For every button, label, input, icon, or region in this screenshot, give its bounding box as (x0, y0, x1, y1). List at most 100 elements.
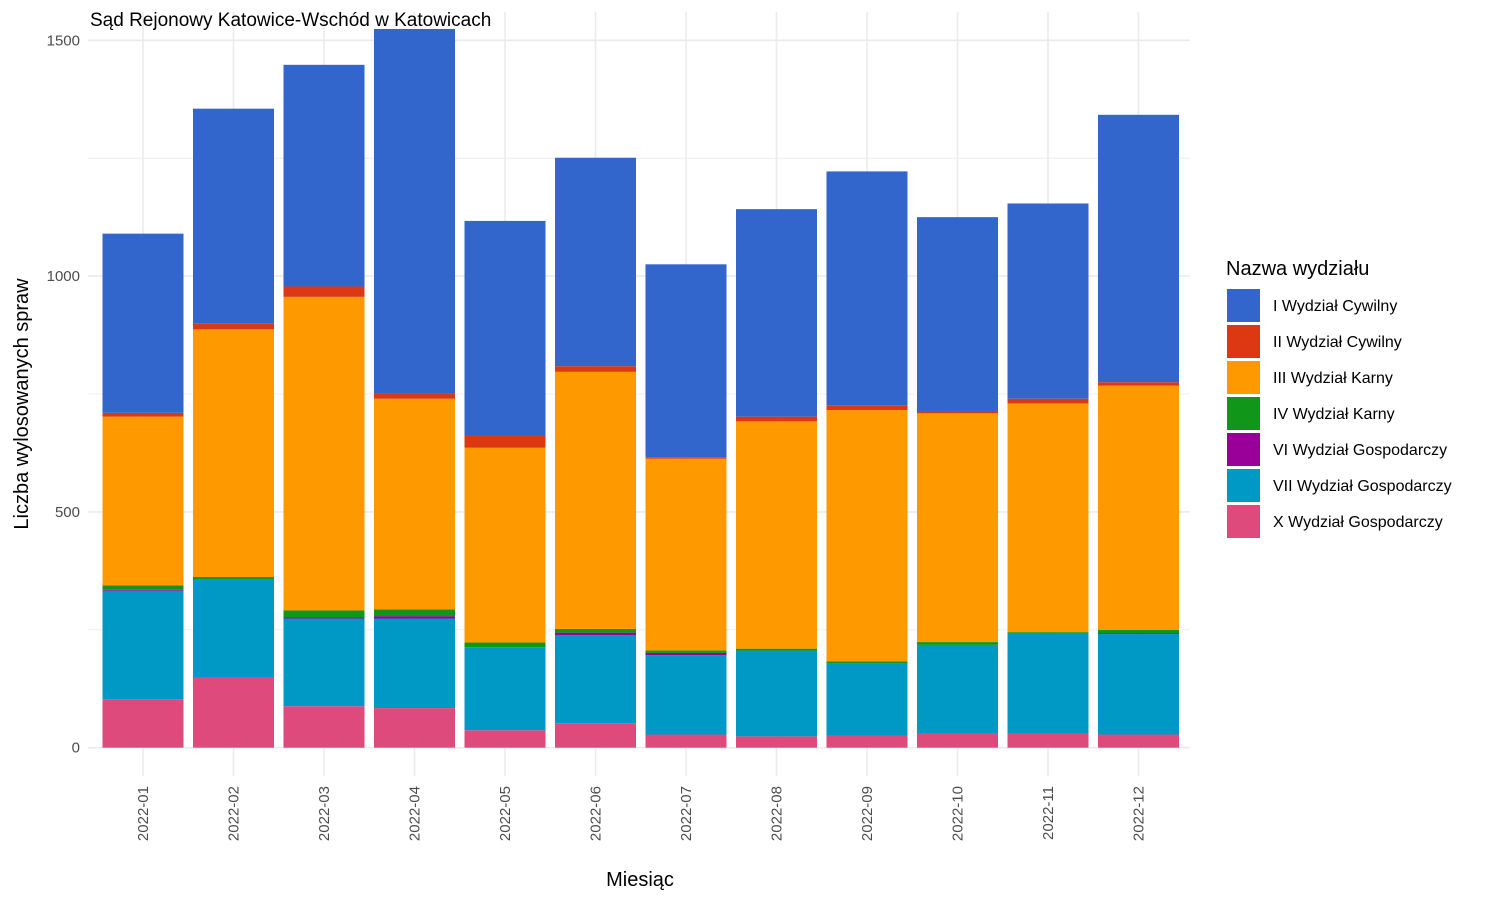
legend-label: VI Wydział Gospodarczy (1273, 442, 1447, 459)
x-tick-label: 2022-05 (497, 786, 514, 841)
bar-segment (736, 421, 817, 648)
bar-segment (827, 405, 908, 410)
bar-segment (555, 629, 636, 633)
bar-segment (917, 645, 998, 734)
bar-segment (1008, 634, 1089, 734)
bar-segment (646, 655, 727, 734)
bar-segment (827, 736, 908, 748)
x-tick-label: 2022-02 (226, 786, 243, 841)
bar-segment (1098, 630, 1179, 633)
bar-segment (284, 706, 365, 748)
bar-segment (1008, 203, 1089, 398)
legend-label: III Wydział Karny (1273, 370, 1393, 387)
bar-segment (555, 635, 636, 723)
bar-segment (193, 329, 274, 577)
legend-swatch (1227, 397, 1260, 430)
bar-segment (555, 633, 636, 635)
bar-segment (374, 610, 455, 617)
x-tick-label: 2022-06 (588, 786, 605, 841)
x-tick-label: 2022-07 (678, 786, 695, 841)
bar-segment (103, 585, 184, 589)
x-axis-label: Miesiąc (606, 869, 674, 891)
bar-segment (1098, 633, 1179, 634)
bar-segment (374, 616, 455, 618)
bar-segment (103, 590, 184, 591)
x-tick-labels: 2022-01 2022-02 2022-03 2022-04 2022-05 2022-… (135, 786, 1148, 841)
bar-segment (193, 678, 274, 748)
bar-segment (736, 417, 817, 422)
bar-segment (736, 209, 817, 417)
y-tick-label: 1000 (47, 268, 80, 285)
legend-label: IV Wydział Karny (1273, 406, 1395, 423)
bar-segment (1098, 386, 1179, 630)
bar-segment (917, 642, 998, 645)
x-tick-label: 2022-10 (950, 786, 967, 841)
y-tick-labels: 0 500 1000 1500 (47, 32, 80, 756)
bar-segment (917, 734, 998, 748)
bar-segment (1008, 403, 1089, 632)
legend-label: X Wydział Gospodarczy (1273, 514, 1443, 531)
bar-segment (284, 618, 365, 706)
bar-segment (736, 651, 817, 737)
legend-swatch (1227, 469, 1260, 502)
bar-segment (827, 664, 908, 736)
bar-segment (1098, 734, 1179, 747)
bar-segment (374, 618, 455, 708)
bar-segment (1008, 632, 1089, 633)
bar-segment (646, 653, 727, 655)
bar-segment (736, 649, 817, 651)
x-tick-label: 2022-08 (769, 786, 786, 841)
bar-segment (193, 109, 274, 324)
bar-segment (103, 417, 184, 586)
bars-layer (103, 29, 1180, 748)
bar-segment (555, 366, 636, 372)
bar-segment (465, 730, 546, 747)
y-tick-label: 0 (72, 740, 80, 757)
bar-segment (555, 723, 636, 748)
legend-swatch (1227, 325, 1260, 358)
bar-segment (193, 580, 274, 678)
x-tick-label: 2022-01 (135, 786, 152, 841)
y-tick-label: 1500 (47, 32, 80, 49)
y-axis-label: Liczba wylosowanych spraw (11, 278, 33, 530)
x-tick-label: 2022-11 (1040, 786, 1057, 840)
bar-segment (827, 410, 908, 661)
bar-segment (284, 297, 365, 611)
chart-title: Sąd Rejonowy Katowice-Wschód w Katowicac… (90, 10, 491, 31)
bar-segment (374, 708, 455, 748)
bar-segment (646, 651, 727, 653)
bar-segment (374, 399, 455, 610)
x-tick-label: 2022-04 (407, 786, 424, 841)
x-tick-label: 2022-03 (316, 786, 333, 841)
legend-title: Nazwa wydziału (1226, 258, 1369, 280)
bar-segment (284, 65, 365, 287)
bar-segment (646, 457, 727, 458)
bar-segment (103, 413, 184, 417)
legend-label: II Wydział Cywilny (1273, 334, 1402, 351)
bar-segment (465, 436, 546, 448)
bar-segment (374, 29, 455, 393)
bar-segment (374, 393, 455, 399)
bar-segment (917, 413, 998, 642)
bar-segment (1098, 382, 1179, 385)
bar-segment (465, 647, 546, 730)
legend-swatch (1227, 361, 1260, 394)
bar-segment (555, 158, 636, 366)
bar-segment (193, 324, 274, 330)
bar-segment (827, 661, 908, 663)
bar-segment (646, 734, 727, 747)
legend-swatch (1227, 505, 1260, 538)
bar-segment (193, 577, 274, 580)
y-tick-label: 500 (55, 504, 80, 521)
bar-segment (284, 286, 365, 296)
bar-segment (1008, 399, 1089, 404)
bar-segment (555, 372, 636, 629)
bar-segment (103, 699, 184, 748)
bar-segment (646, 264, 727, 457)
bar-segment (465, 643, 546, 648)
bar-segment (646, 459, 727, 651)
